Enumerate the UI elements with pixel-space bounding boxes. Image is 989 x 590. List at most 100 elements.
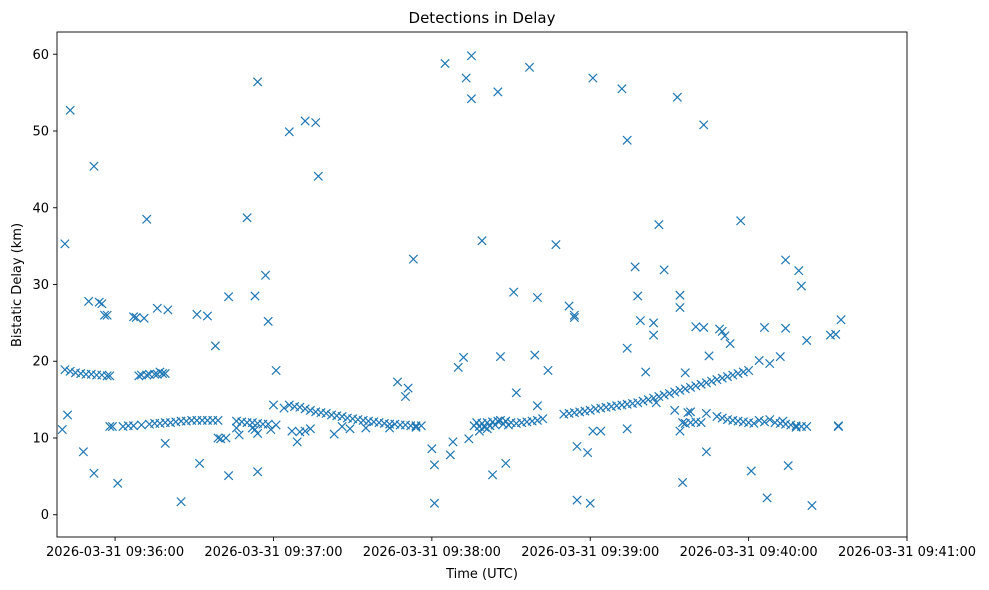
- data-point: [152, 303, 162, 313]
- data-point: [150, 369, 160, 379]
- data-point: [466, 94, 477, 104]
- data-point: [503, 420, 514, 430]
- data-point: [685, 382, 696, 392]
- data-point: [701, 378, 712, 388]
- data-point: [654, 391, 664, 402]
- data-point: [685, 407, 696, 417]
- data-point: [633, 398, 643, 408]
- data-point: [717, 373, 727, 383]
- data-point: [617, 84, 627, 94]
- data-point: [403, 383, 413, 393]
- data-point: [295, 402, 305, 412]
- data-point: [635, 315, 646, 326]
- data-point: [569, 310, 580, 320]
- data-point: [754, 415, 764, 425]
- data-point: [775, 352, 785, 362]
- data-point: [474, 426, 484, 436]
- data-point: [279, 403, 289, 413]
- data-point: [691, 322, 701, 332]
- data-point: [263, 419, 273, 429]
- data-point: [252, 467, 263, 477]
- series-0: [60, 365, 170, 381]
- data-point: [440, 58, 450, 69]
- data-point: [384, 423, 395, 433]
- data-point: [524, 62, 535, 72]
- data-point: [260, 270, 271, 280]
- y-axis-label: Bistatic Delay (km): [10, 223, 25, 347]
- data-point: [361, 423, 371, 433]
- data-point: [630, 262, 640, 272]
- data-point: [252, 428, 263, 439]
- data-point: [675, 290, 685, 300]
- data-point: [234, 430, 244, 440]
- data-point: [221, 433, 231, 443]
- data-point: [429, 498, 440, 508]
- x-tick-label: 2026-03-31 09:41:00: [838, 545, 976, 560]
- data-point: [717, 326, 727, 336]
- data-point: [57, 424, 67, 435]
- data-point: [160, 438, 170, 448]
- data-point: [408, 254, 418, 264]
- data-point: [305, 424, 316, 434]
- data-point: [477, 236, 487, 246]
- axes: 2026-03-31 09:36:00 2026-03-31 09:37:00 20…: [32, 31, 976, 560]
- data-point: [749, 418, 759, 429]
- data-point: [493, 87, 503, 97]
- data-point: [783, 461, 793, 471]
- data-point: [622, 135, 632, 145]
- data-point: [746, 466, 756, 476]
- data-point: [765, 358, 775, 369]
- data-point: [733, 368, 743, 379]
- data-point: [699, 322, 709, 333]
- data-point: [266, 424, 276, 435]
- data-point: [139, 313, 149, 323]
- data-point: [155, 367, 165, 377]
- y-tick-label: 60: [32, 48, 49, 63]
- y-tick-label: 40: [32, 201, 49, 216]
- data-point: [89, 468, 99, 478]
- data-point: [300, 426, 310, 436]
- data-point: [780, 323, 791, 333]
- data-point: [94, 297, 104, 307]
- data-point: [271, 365, 281, 376]
- data-point: [833, 421, 843, 431]
- data-point: [564, 301, 574, 311]
- data-point: [321, 408, 331, 419]
- data-point: [300, 116, 310, 126]
- data-point: [448, 437, 458, 447]
- data-point: [62, 410, 73, 420]
- series-2: [284, 400, 426, 431]
- data-point: [712, 375, 722, 385]
- data-point: [582, 447, 593, 458]
- data-point: [643, 394, 653, 405]
- data-point: [728, 370, 738, 380]
- data-point: [493, 416, 503, 426]
- data-point: [250, 291, 260, 301]
- data-point: [427, 444, 437, 454]
- plot-area: [57, 51, 846, 511]
- data-point: [831, 329, 841, 340]
- data-point: [532, 292, 543, 303]
- data-point: [337, 411, 347, 422]
- data-point: [242, 213, 252, 223]
- y-tick-label: 50: [32, 125, 49, 140]
- data-point: [213, 433, 223, 443]
- data-point: [160, 368, 170, 379]
- data-point: [102, 310, 112, 320]
- data-point: [102, 371, 112, 381]
- data-point: [445, 450, 455, 460]
- data-point: [466, 51, 477, 61]
- x-tick-label: 2026-03-31 09:38:00: [363, 545, 501, 560]
- data-point: [532, 401, 543, 411]
- data-point: [691, 381, 701, 391]
- data-point: [796, 281, 807, 291]
- series-3: [469, 414, 548, 432]
- data-point: [680, 368, 690, 378]
- data-point: [532, 415, 543, 425]
- data-point: [699, 120, 709, 130]
- data-point: [677, 418, 688, 428]
- series-group: [57, 51, 846, 511]
- data-point: [231, 423, 242, 433]
- data-point: [84, 296, 94, 307]
